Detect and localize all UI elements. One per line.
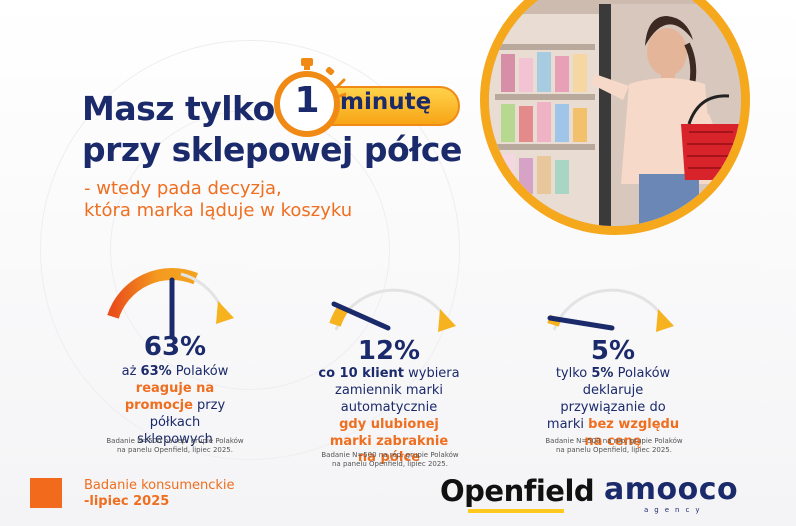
page-title-line1: Masz tylko [82, 89, 275, 128]
stat-2-desc-segment: gdy ulubionej [339, 416, 439, 432]
gauge-needle [547, 315, 615, 331]
stat-1-desc-segment: 63% [140, 364, 172, 379]
minute-number: 1 [294, 80, 320, 121]
stat-1-description: aż 63% Polaków reaguje na promocje przy pół… [100, 364, 250, 448]
stat-3-desc-segment: tylko [555, 366, 592, 381]
subtitle-line1: - wtedy pada decyzja, [84, 178, 282, 199]
stat-2-desc-segment: zamiennik marki [335, 382, 443, 398]
stat-3-note-line2: na panelu Openfield, lipiec 2025. [556, 446, 672, 455]
stat-2-description: co 10 klient wybiera zamiennik marki autom… [314, 366, 464, 467]
gauge-stat-3 [547, 288, 674, 332]
stat-2-note-line2: na panelu Openfield, lipiec 2025. [332, 460, 448, 469]
amooco-agency-label: agency [644, 506, 706, 514]
gauge-stat-2 [329, 288, 456, 332]
stat-3-percent: 5% [590, 336, 636, 366]
openfield-logo-underline [468, 509, 564, 513]
openfield-logo: Openfield [440, 474, 595, 508]
stat-1-desc-segment: promocje [124, 397, 193, 413]
gauge-arrow [216, 301, 234, 324]
amooco-logo: amooco [604, 472, 739, 507]
stat-2-desc-line: gdy ulubionej [314, 417, 464, 434]
stat-1-note-line1: Badanie N=500 na rep. grupie Polaków [106, 437, 244, 445]
stat-1-note-line2: na panelu Openfield, lipiec 2025. [117, 446, 233, 455]
survey-label-line1: Badanie konsumenckie [84, 478, 235, 493]
stat-3-desc-line: tylko 5% Polaków [538, 366, 688, 383]
stat-1-desc-segment: reaguje na [135, 380, 215, 396]
stat-3-description: tylko 5% Polaków deklaruje przywiązanie do… [538, 366, 688, 450]
stat-1-desc-line: aż 63% Polaków [100, 364, 250, 381]
stat-1-desc-line: półkach [100, 415, 250, 432]
survey-label-line2: -lipiec 2025 [84, 494, 170, 509]
stat-3-desc-segment: marki [546, 416, 589, 432]
stat-3-desc-segment: deklaruje [582, 382, 644, 398]
stat-2-desc-line: co 10 klient wybiera [314, 366, 464, 383]
gauge-stat-1 [107, 267, 234, 339]
stat-3-desc-line: deklaruje [538, 383, 688, 400]
background-ring [40, 40, 460, 460]
stat-1-note: Badanie N=500 na rep. grupie Polaków na … [95, 437, 255, 455]
stat-1-desc-segment: półkach [149, 414, 201, 430]
stat-2-desc-line: na półce [314, 450, 464, 467]
stat-1-desc-line: reaguje na [100, 381, 250, 398]
stat-1-desc-segment: Polaków [171, 364, 229, 379]
stat-2-desc-line: zamiennik marki [314, 383, 464, 400]
stat-2-desc-segment: marki zabraknie [329, 433, 449, 449]
stat-3-note-line1: Badanie N=500 na rep. grupie Polaków [545, 437, 683, 445]
stat-1-desc-segment: aż [121, 364, 141, 379]
stat-2-desc-line: automatycznie [314, 400, 464, 417]
stat-2-desc-segment: automatycznie [340, 399, 438, 415]
brand-square-icon [30, 478, 62, 508]
gauge-fill [107, 267, 198, 319]
shopper-illustration [489, 0, 741, 226]
stat-1-desc-segment: przy [192, 397, 226, 413]
page-title-line2: przy sklepowej półce [82, 130, 462, 169]
gauge-rest [180, 272, 222, 306]
stat-3-desc-segment: bez względu [588, 416, 680, 432]
stat-1-percent: 63% [143, 332, 207, 362]
stat-3-desc-segment: na cenę [584, 433, 642, 449]
stat-3-desc-segment: przywiązanie do [560, 399, 666, 415]
stat-1-desc-line: sklepowych [100, 432, 250, 449]
gauge-track [552, 288, 662, 331]
background-ring [110, 110, 390, 390]
gauge-arrow [438, 309, 456, 332]
minute-word: minutę [340, 89, 432, 115]
stat-1-desc-line: promocje przy [100, 398, 250, 415]
stat-2-desc-segment: na półce [357, 450, 421, 466]
stat-3-desc-segment: Polaków [613, 366, 671, 381]
subtitle-line2: która marka ląduje w koszyku [84, 200, 353, 221]
stat-3-desc-line: marki bez względu [538, 417, 688, 434]
shopper-photo [480, 0, 750, 235]
stopwatch-icon [274, 58, 346, 137]
stat-3-note: Badanie N=500 na rep. grupie Polaków na … [534, 437, 694, 455]
stat-2-note: Badanie N=500 na rep. grupie Polaków na … [310, 451, 470, 469]
stat-2-desc-segment: wybiera [403, 366, 460, 381]
stat-1-desc-segment: sklepowych [137, 431, 213, 447]
gauge-needle [331, 301, 391, 331]
stat-2-desc-line: marki zabraknie [314, 434, 464, 451]
stat-3-desc-segment: 5% [591, 366, 614, 381]
stat-2-note-line1: Badanie N=500 na rep. grupie Polaków [321, 451, 459, 459]
stat-3-desc-line: przywiązanie do [538, 400, 688, 417]
gauge-arrow [656, 309, 674, 332]
stat-2-desc-segment: co 10 klient [318, 366, 404, 381]
stat-2-percent: 12% [357, 336, 421, 366]
stat-3-desc-line: na cenę [538, 434, 688, 451]
